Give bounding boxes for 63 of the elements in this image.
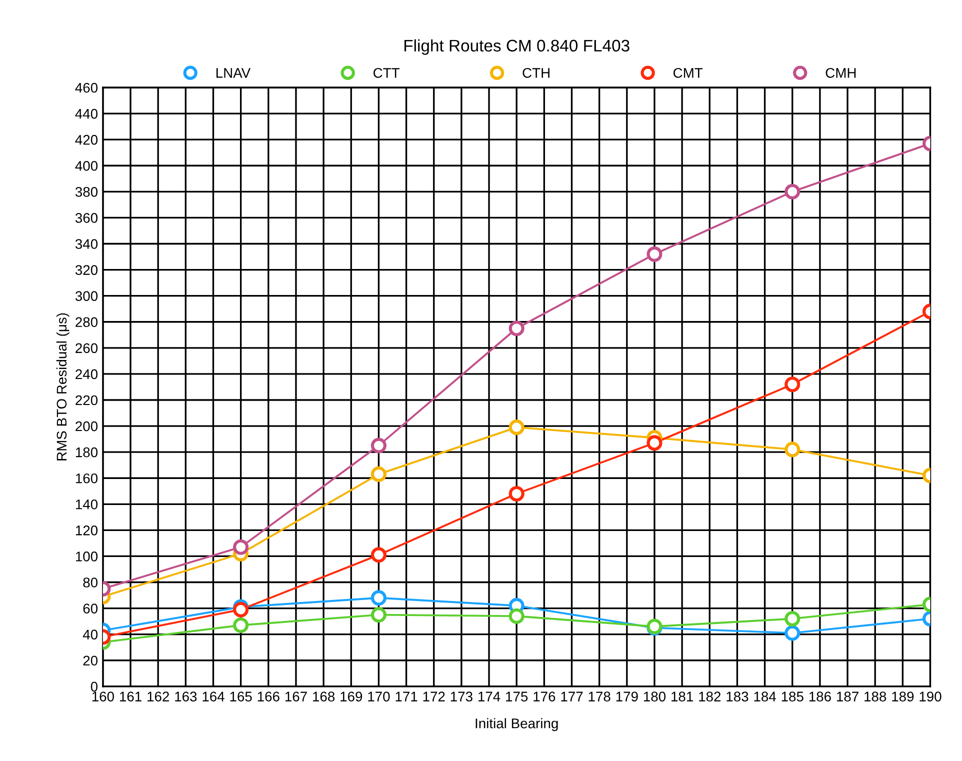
x-tick-label: 190	[920, 692, 942, 702]
y-tick-label: 360	[75, 213, 98, 223]
x-tick-label: 179	[616, 692, 638, 702]
x-tick-label: 170	[368, 692, 390, 702]
x-tick-label: 186	[809, 692, 831, 702]
y-tick-label: 140	[76, 499, 98, 510]
y-tick-label: 300	[75, 291, 98, 301]
x-tick-label: 182	[699, 692, 721, 702]
x-tick-label: 161	[120, 692, 142, 702]
y-tick-label: 80	[83, 578, 98, 588]
y-tick-label: 420	[75, 134, 98, 145]
x-tick-label: 171	[396, 692, 418, 702]
x-tick-label: 185	[782, 692, 804, 702]
y-axis-title: RMS BTO Residual (μs)	[56, 313, 70, 460]
x-tick-label: 167	[285, 692, 307, 702]
legend-label: CTT	[374, 68, 400, 78]
y-tick-label: 180	[76, 447, 98, 458]
x-tick-label: 188	[864, 692, 886, 702]
x-axis-title: Initial Bearing	[476, 718, 558, 732]
x-tick-label: 163	[175, 692, 197, 702]
y-tick-label: 40	[82, 630, 98, 640]
x-tick-label: 168	[313, 692, 335, 702]
y-tick-label: 340	[75, 239, 98, 249]
x-tick-label: 183	[726, 692, 748, 702]
y-tick-label: 380	[75, 187, 98, 197]
y-tick-label: 120	[76, 526, 98, 536]
x-tick-label: 187	[836, 692, 858, 702]
x-tick-label: 172	[423, 692, 445, 702]
y-tick-label: 160	[76, 473, 98, 484]
x-tick-label: 164	[202, 692, 224, 702]
x-tick-label: 169	[340, 692, 362, 702]
x-tick-label: 162	[148, 692, 169, 702]
x-tick-label: 180	[644, 692, 666, 702]
x-tick-label: 176	[534, 692, 556, 702]
x-tick-label: 177	[561, 692, 583, 702]
y-tick-label: 200	[76, 421, 98, 432]
legend-label: LNAV	[216, 68, 251, 78]
x-tick-label: 166	[258, 692, 280, 702]
y-tick-label: 220	[76, 395, 98, 406]
x-tick-label: 189	[892, 692, 914, 702]
legend-label: CMH	[826, 68, 856, 78]
y-tick-label: 320	[75, 265, 98, 275]
y-tick-label: 440	[75, 108, 98, 119]
x-tick-label: 178	[588, 692, 610, 702]
y-tick-label: 400	[75, 160, 98, 171]
chart-title: Flight Routes CM 0.840 FL403	[404, 39, 630, 55]
y-tick-label: 240	[76, 369, 98, 380]
x-tick-label: 165	[230, 692, 252, 702]
y-tick-label: 280	[76, 317, 98, 328]
x-tick-label: 175	[506, 692, 528, 702]
x-tick-label: 173	[450, 692, 472, 702]
y-tick-label: 60	[83, 604, 98, 614]
legend-label: CTH	[522, 68, 550, 78]
x-tick-label: 160	[92, 692, 114, 702]
y-tick-label: 20	[83, 656, 98, 666]
y-tick-label: 0	[90, 682, 98, 692]
x-tick-label: 184	[754, 692, 776, 702]
legend-label: CMT	[674, 68, 703, 78]
x-tick-label: 181	[672, 692, 693, 702]
x-tick-label: 174	[478, 692, 500, 702]
y-tick-label: 460	[75, 82, 98, 93]
y-tick-label: 260	[76, 343, 98, 354]
y-tick-label: 100	[76, 552, 98, 562]
